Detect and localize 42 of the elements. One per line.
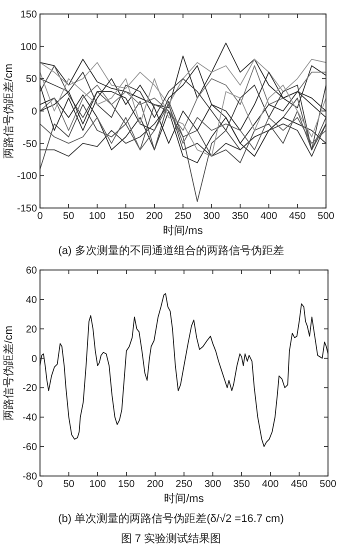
x-tick-label: 350: [233, 479, 250, 490]
x-tick-label: 250: [174, 211, 192, 222]
text: (b) 单次测量的两路信号伪距差(δ/√2 =16.7 cm): [58, 512, 284, 525]
x-tick-label: 500: [320, 479, 337, 490]
x-tick-label: 400: [262, 479, 280, 490]
text: (a) 多次测量的不同通道组合的两路信号伪距差: [58, 244, 284, 257]
x-tick-label: 100: [88, 211, 106, 222]
x-tick-label: 300: [203, 211, 220, 222]
y-tick-label: -40: [22, 412, 38, 424]
x-tick-label: 100: [89, 479, 106, 490]
y-tick-label: -60: [22, 442, 38, 454]
y-tick-label: 0: [31, 106, 38, 118]
x-tick-label: 150: [118, 479, 136, 490]
x-tick-label: 50: [63, 211, 75, 222]
x-tick-label: 300: [204, 479, 222, 490]
y-tick-label: 100: [20, 42, 38, 53]
y-axis-title: 两路信号伪距差/cm: [3, 326, 15, 420]
y-tick-label: -20: [22, 383, 38, 394]
y-axis-title: 两路信号伪距差/cm: [3, 64, 15, 158]
x-tick-label: 400: [260, 211, 278, 222]
x-axis-title: 时间/ms: [164, 492, 204, 505]
y-tick-label: 20: [26, 324, 38, 336]
x-tick-label: 50: [63, 479, 75, 490]
y-tick-label: 0: [31, 354, 38, 365]
y-tick-label: -80: [22, 472, 38, 482]
y-tick-label: -50: [22, 138, 38, 150]
x-axis-title: 时间/ms: [163, 224, 204, 237]
x-tick-label: 450: [290, 479, 308, 490]
x-tick-label: 500: [318, 211, 335, 222]
x-tick-label: 150: [117, 211, 135, 222]
x-tick-label: 200: [146, 211, 164, 222]
y-tick-label: 150: [20, 10, 38, 20]
x-tick-label: 250: [176, 479, 193, 490]
x-tick-label: 350: [232, 211, 249, 222]
y-tick-label: 60: [26, 266, 38, 276]
x-tick-label: 450: [289, 211, 306, 222]
y-tick-label: -150: [16, 204, 38, 214]
caption: 图 7 实验测试结果图: [120, 532, 222, 545]
y-tick-label: -100: [16, 171, 38, 182]
x-tick-label: 200: [146, 479, 164, 490]
y-tick-label: 50: [26, 74, 38, 86]
y-tick-label: 40: [26, 294, 38, 306]
